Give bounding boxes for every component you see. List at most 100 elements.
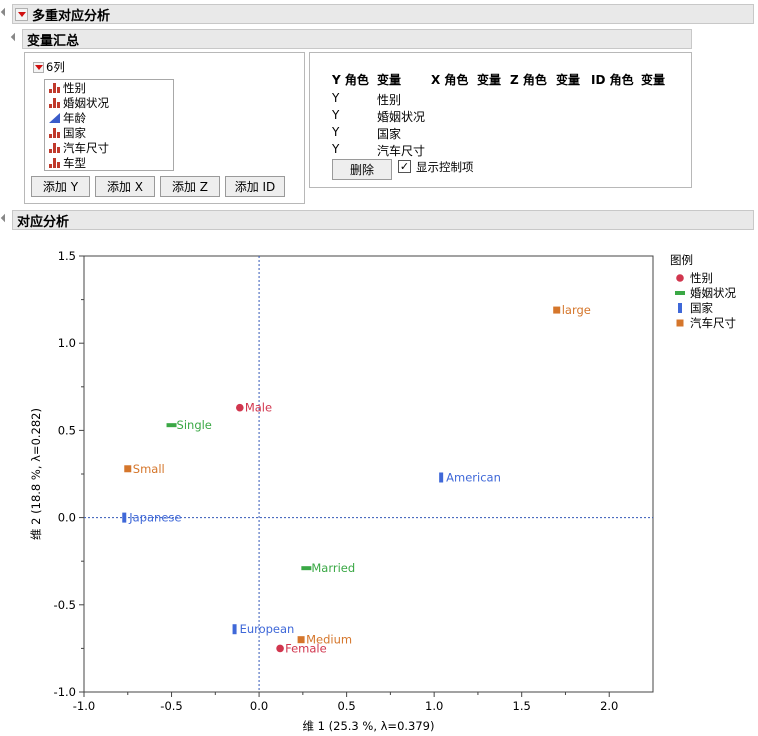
column-name: 婚姻状况 <box>63 95 109 110</box>
point-small[interactable] <box>124 465 132 473</box>
role-header: Y 角色 <box>332 73 369 87</box>
ca-outline-header[interactable]: 对应分析 <box>12 210 754 230</box>
column-list-item[interactable]: 年龄 <box>45 110 173 125</box>
collapse-ca-icon[interactable] <box>0 213 10 223</box>
add-y-button[interactable]: 添加 Y <box>31 176 90 197</box>
x-tick-label: 0.0 <box>250 699 268 713</box>
column-list-item[interactable]: 汽车尺寸 <box>45 140 173 155</box>
nominal-bar-icon <box>49 127 60 138</box>
main-outline-header[interactable]: 多重对应分析 <box>12 4 754 24</box>
legend-marker[interactable] <box>675 291 685 295</box>
role-header: 变量 <box>477 73 502 87</box>
correspondence-plot: -1.0 -0.5 0.0 0.5 1.0 1.5 2.0 -1.0 -0.5 0.0 0.5 1.0… <box>29 249 736 733</box>
column-list-item[interactable]: 车型 <box>45 155 173 170</box>
point-label-male: Male <box>245 401 272 415</box>
continuous-triangle-icon <box>49 112 60 123</box>
point-single[interactable] <box>166 423 177 428</box>
legend-marker[interactable] <box>676 274 684 282</box>
role-variable[interactable]: 国家 <box>377 127 402 141</box>
collapse-main-icon[interactable] <box>0 7 10 17</box>
column-list-item[interactable]: 国家 <box>45 125 173 140</box>
show-controls-checkbox[interactable]: ✓ <box>398 160 411 173</box>
column-list-panel: 6列 性别 婚姻状况 年龄 国家 汽车尺寸 车型 添加 Y 添加 X 添加 Z 添加 ID <box>24 52 305 204</box>
x-tick-label: 0.5 <box>337 699 355 713</box>
role-cell: Y <box>332 142 340 156</box>
role-cell: Y <box>332 125 340 139</box>
point-medium[interactable] <box>297 636 305 644</box>
point-label-large: large <box>562 303 591 317</box>
column-list-item[interactable]: 性别 <box>45 80 173 95</box>
column-name: 年龄 <box>63 110 86 125</box>
main-title: 多重对应分析 <box>32 8 111 24</box>
point-european[interactable] <box>232 624 237 635</box>
role-panel: Y 角色 变量 X 角色 变量 Z 角色 变量 ID 角色 变量 Y 性别 Y 婚姻状况 Y 国家 Y 汽车… <box>309 52 692 188</box>
point-japanese[interactable] <box>122 512 127 523</box>
y-tick-label: 1.5 <box>58 249 76 263</box>
x-tick-label: 1.5 <box>513 699 531 713</box>
red-triangle-menu-icon[interactable] <box>15 7 28 21</box>
point-label-japanese: Japanese <box>128 511 181 525</box>
x-axis-label: 维 1 (25.3 %, λ=0.379) <box>303 719 435 733</box>
point-label-european: European <box>240 622 295 636</box>
role-header: ID 角色 <box>591 73 634 87</box>
x-tick-label: -0.5 <box>160 699 182 713</box>
column-list-menu-icon[interactable] <box>33 61 44 73</box>
column-name: 国家 <box>63 125 86 140</box>
point-large[interactable] <box>553 306 561 314</box>
delete-button[interactable]: 删除 <box>332 159 392 180</box>
nominal-bar-icon <box>49 82 60 93</box>
y-tick-label: -0.5 <box>54 598 76 612</box>
point-married[interactable] <box>301 566 312 571</box>
role-header: 变量 <box>377 73 402 87</box>
legend-title: 图例 <box>670 253 693 267</box>
variable-summary-header[interactable]: 变量汇总 <box>22 29 692 49</box>
point-label-medium: Medium <box>306 633 352 647</box>
point-male[interactable] <box>236 403 244 412</box>
column-name: 车型 <box>63 155 86 170</box>
plot-frame <box>83 255 654 693</box>
role-header: 变量 <box>556 73 581 87</box>
role-header: Z 角色 <box>510 73 547 87</box>
x-tick-label: 2.0 <box>600 699 618 713</box>
y-tick-label: 1.0 <box>58 336 76 350</box>
nominal-bar-icon <box>49 157 60 168</box>
collapse-summary-icon[interactable] <box>10 32 20 42</box>
role-variable[interactable]: 婚姻状况 <box>377 110 426 124</box>
point-label-single: Single <box>177 418 212 432</box>
y-axis-label: 维 2 (18.8 %, λ=0.282) <box>29 408 43 540</box>
x-tick-label: 1.0 <box>425 699 443 713</box>
role-header: X 角色 <box>431 73 469 87</box>
x-tick-label: -1.0 <box>73 699 95 713</box>
column-listbox[interactable]: 性别 婚姻状况 年龄 国家 汽车尺寸 车型 <box>44 79 174 171</box>
y-tick-label: 0.5 <box>58 423 76 437</box>
legend-entry[interactable]: 国家 <box>690 301 713 315</box>
y-tick-label: 0.0 <box>58 511 76 525</box>
nominal-bar-icon <box>49 97 60 108</box>
y-tick-label: -1.0 <box>54 685 76 699</box>
point-label-married: Married <box>311 561 355 575</box>
column-list-item[interactable]: 婚姻状况 <box>45 95 173 110</box>
point-american[interactable] <box>439 472 444 483</box>
column-name: 性别 <box>63 80 86 95</box>
column-list-title: 6列 <box>46 60 65 74</box>
legend-entry[interactable]: 性别 <box>690 271 713 285</box>
point-female[interactable] <box>276 644 284 653</box>
show-controls-label: 显示控制项 <box>416 160 474 174</box>
add-id-button[interactable]: 添加 ID <box>225 176 285 197</box>
role-variable[interactable]: 性别 <box>377 93 402 107</box>
role-cell: Y <box>332 108 340 122</box>
variable-summary-title: 变量汇总 <box>27 33 80 49</box>
legend-entry[interactable]: 婚姻状况 <box>690 286 736 300</box>
legend-entry[interactable]: 汽车尺寸 <box>690 316 736 330</box>
legend-marker[interactable] <box>678 303 682 313</box>
point-label-female: Female <box>285 641 327 655</box>
role-header: 变量 <box>641 73 666 87</box>
nominal-bar-icon <box>49 142 60 153</box>
role-cell: Y <box>332 91 340 105</box>
add-z-button[interactable]: 添加 Z <box>160 176 220 197</box>
add-x-button[interactable]: 添加 X <box>95 176 155 197</box>
role-variable[interactable]: 汽车尺寸 <box>377 144 426 158</box>
column-name: 汽车尺寸 <box>63 140 109 155</box>
legend-marker[interactable] <box>676 319 684 327</box>
ca-title: 对应分析 <box>17 214 70 230</box>
